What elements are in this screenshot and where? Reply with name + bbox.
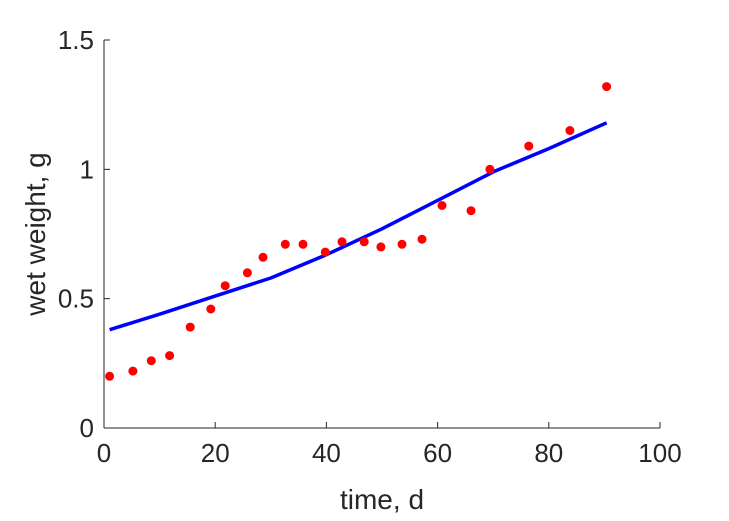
data-point — [242, 268, 252, 278]
data-point — [437, 201, 447, 210]
data-point — [417, 234, 427, 244]
y-tick-label: 1 — [80, 154, 94, 184]
data-point — [359, 237, 369, 247]
x-tick-label: 60 — [423, 438, 452, 468]
data-point — [565, 126, 575, 135]
data-point — [128, 366, 138, 376]
x-tick-label: 40 — [312, 438, 341, 468]
data-point — [376, 242, 386, 252]
data-point — [165, 351, 175, 361]
y-axis-title: wet weight, g — [20, 152, 51, 316]
data-point — [185, 322, 195, 332]
data-point — [524, 141, 534, 151]
data-point — [105, 371, 115, 381]
x-tick-label: 100 — [638, 438, 681, 468]
data-point — [258, 252, 268, 262]
data-point — [220, 281, 230, 291]
x-tick-label: 80 — [534, 438, 563, 468]
data-point — [280, 239, 290, 249]
data-point — [337, 237, 347, 247]
data-point — [602, 82, 612, 92]
data-point — [320, 247, 330, 257]
y-tick-label: 1.5 — [58, 25, 94, 55]
x-tick-label: 0 — [97, 438, 111, 468]
y-tick-label: 0 — [80, 413, 94, 443]
data-point — [466, 206, 476, 216]
data-point — [298, 239, 308, 249]
x-tick-label: 20 — [201, 438, 230, 468]
x-axis-title: time, d — [340, 484, 424, 515]
data-point — [146, 356, 156, 366]
data-point — [206, 304, 216, 314]
fit-curve — [109, 121, 608, 332]
data-point — [397, 239, 407, 249]
data-point — [485, 164, 495, 174]
y-tick-label: 0.5 — [58, 284, 94, 314]
